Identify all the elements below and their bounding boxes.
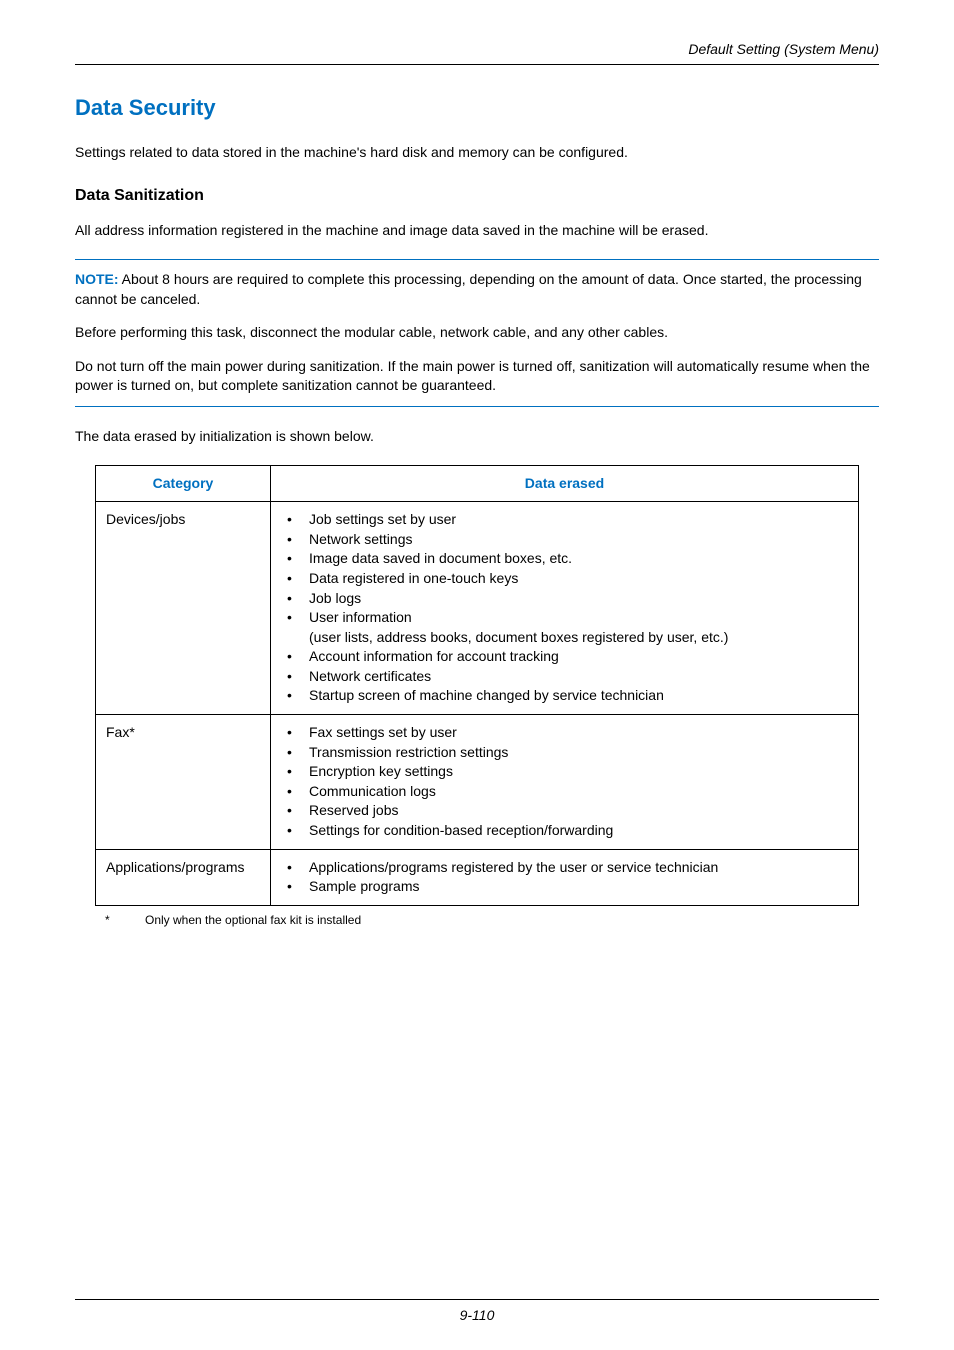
list-item: Data registered in one-touch keys [285, 569, 848, 589]
list-item: Image data saved in document boxes, etc. [285, 549, 848, 569]
table-intro: The data erased by initialization is sho… [75, 427, 879, 447]
note-label: NOTE: [75, 271, 119, 287]
table-row: Fax*Fax settings set by userTransmission… [96, 715, 859, 850]
list-item: Transmission restriction settings [285, 743, 848, 763]
category-cell: Devices/jobs [96, 502, 271, 715]
list-item: Reserved jobs [285, 801, 848, 821]
category-cell: Applications/programs [96, 849, 271, 905]
footnote: *Only when the optional fax kit is insta… [95, 912, 859, 929]
list-item: Job logs [285, 589, 848, 609]
data-erased-table: Category Data erased Devices/jobsJob set… [95, 465, 859, 906]
note-block: NOTE: About 8 hours are required to comp… [75, 259, 879, 407]
list-item: Job settings set by user [285, 510, 848, 530]
data-cell: Applications/programs registered by the … [271, 849, 859, 905]
note-p2: Before performing this task, disconnect … [75, 323, 879, 343]
list-item: Applications/programs registered by the … [285, 858, 848, 878]
category-cell: Fax* [96, 715, 271, 850]
list-item: Network settings [285, 530, 848, 550]
list-item: Communication logs [285, 782, 848, 802]
list-item: Account information for account tracking [285, 647, 848, 667]
page-title: Data Security [75, 93, 879, 124]
note-p1: NOTE: About 8 hours are required to comp… [75, 270, 879, 309]
list-item: User information [285, 608, 848, 628]
list-item: Startup screen of machine changed by ser… [285, 686, 848, 706]
table-row: Applications/programs Applications/progra… [96, 849, 859, 905]
page-footer: 9-110 [0, 1299, 954, 1326]
header-right: Default Setting (System Menu) [75, 40, 879, 65]
note-p1-text: About 8 hours are required to complete t… [75, 271, 862, 307]
list-item: Sample programs [285, 877, 848, 897]
page-number: 9-110 [460, 1307, 495, 1323]
data-cell: Fax settings set by userTransmission res… [271, 715, 859, 850]
list-item: Fax settings set by user [285, 723, 848, 743]
note-p3: Do not turn off the main power during sa… [75, 357, 879, 396]
footnote-asterisk: * [105, 912, 145, 929]
footnote-text: Only when the optional fax kit is instal… [145, 913, 361, 927]
table-wrap: Category Data erased Devices/jobsJob set… [75, 465, 879, 929]
sub-heading: Data Sanitization [75, 185, 879, 207]
list-item: Network certificates [285, 667, 848, 687]
list-item: Encryption key settings [285, 762, 848, 782]
th-data-erased: Data erased [271, 465, 859, 502]
table-row: Devices/jobsJob settings set by userNetw… [96, 502, 859, 715]
data-cell: Job settings set by userNetwork settings… [271, 502, 859, 715]
list-item: Settings for condition-based reception/f… [285, 821, 848, 841]
th-category: Category [96, 465, 271, 502]
sub-intro: All address information registered in th… [75, 221, 879, 241]
list-item: (user lists, address books, document box… [285, 628, 848, 648]
intro-paragraph: Settings related to data stored in the m… [75, 143, 879, 163]
